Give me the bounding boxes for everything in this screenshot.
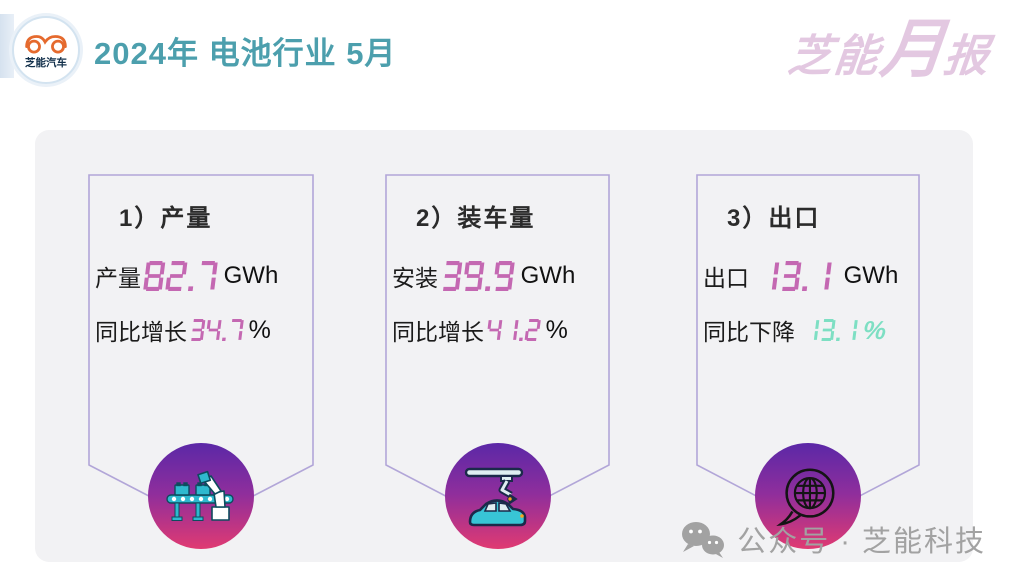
- brand-logo: 芝能月报: [783, 13, 994, 102]
- card-installation: 2）装车量 安装 GWh 同比增长 %: [385, 174, 610, 550]
- icon-circle-production: [148, 443, 254, 549]
- wechat-icon: [682, 522, 725, 558]
- metric-label: 安装: [392, 265, 438, 291]
- icon-circle-installation: [444, 443, 551, 549]
- card-heading: 3）出口: [727, 205, 821, 232]
- page-title: 2024年 电池行业 5月: [94, 36, 397, 71]
- card-production: 1）产量 产量 GWh 同比增长 %: [88, 174, 314, 550]
- metric-row: 出口 GWh: [703, 259, 916, 293]
- watermark: 公众号 · 芝能科技: [681, 518, 986, 560]
- card-pentagon-outline: [696, 174, 920, 524]
- logo-background-strip: [0, 14, 14, 78]
- brand-part-3: 报: [941, 32, 993, 81]
- logo-text: 芝能汽车: [25, 57, 67, 69]
- car-logo-icon: [25, 35, 67, 54]
- metric-unit: GWh: [223, 262, 279, 289]
- metric-row: 安装 GWh: [392, 259, 606, 293]
- card-heading: 2）装车量: [416, 205, 536, 232]
- metric-label: 出口: [703, 265, 749, 291]
- brand-part-1: 芝能: [785, 32, 883, 81]
- yoy-label: 同比下降: [703, 319, 795, 345]
- yoy-unit: %: [248, 315, 271, 344]
- icon-circle-export: [755, 443, 861, 549]
- metric-row: 产量 GWh: [95, 259, 310, 293]
- yoy-label: 同比增长: [95, 319, 187, 345]
- yoy-label: 同比增长: [392, 319, 484, 345]
- yoy-value: [803, 319, 861, 341]
- card-pentagon-outline: [385, 174, 610, 524]
- metric-value: [143, 261, 222, 291]
- watermark-text: 公众号 · 芝能科技: [737, 526, 986, 558]
- card-heading: 1）产量: [119, 205, 213, 232]
- zhineng-auto-logo: 芝能汽车: [12, 16, 80, 84]
- metric-unit: GWh: [843, 262, 899, 289]
- card-export: 3）出口 出口 GWh 同比下降 %: [696, 174, 920, 550]
- metric-value: [757, 261, 836, 291]
- brand-part-2: 月: [877, 13, 949, 85]
- card-pentagon-outline: [88, 174, 314, 524]
- yoy-value: [189, 319, 247, 341]
- globe-chat-icon: [776, 468, 835, 527]
- yoy-value: [486, 319, 544, 341]
- yoy-row: 同比增长 %: [95, 313, 310, 347]
- metric-unit: GWh: [520, 262, 576, 289]
- metric-value: [440, 261, 519, 291]
- content-panel: 1）产量 产量 GWh 同比增长 %: [35, 130, 973, 562]
- car-assembly-icon: [464, 467, 526, 527]
- metric-label: 产量: [95, 265, 141, 291]
- yoy-unit: %: [861, 314, 887, 345]
- factory-robot-icon: [166, 470, 234, 521]
- yoy-row: 同比下降 %: [703, 313, 916, 347]
- yoy-unit: %: [545, 315, 568, 344]
- yoy-row: 同比增长 %: [392, 313, 606, 347]
